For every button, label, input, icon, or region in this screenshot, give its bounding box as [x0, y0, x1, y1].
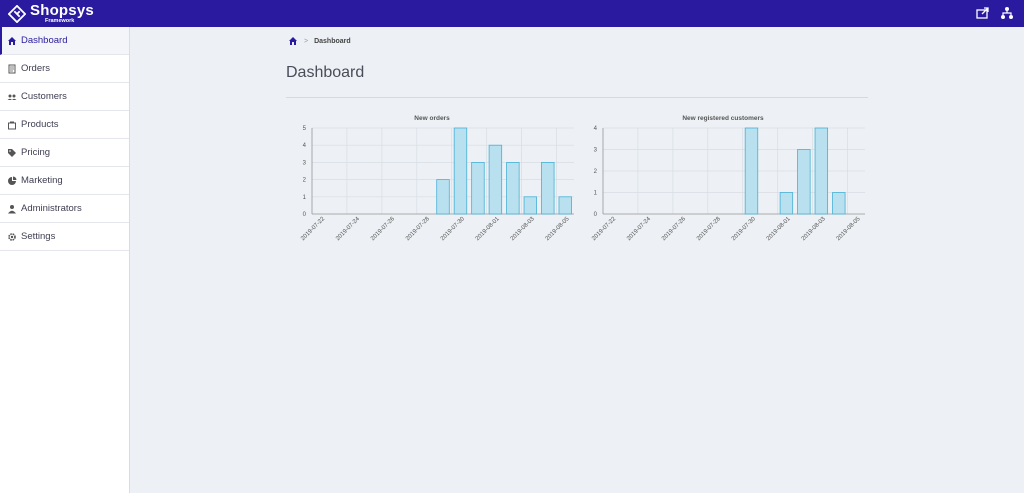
main-content: > Dashboard Dashboard New orders 0 1 2 3 4 5 2… — [130, 27, 1024, 493]
y-tick-label: 2 — [594, 169, 598, 175]
x-tick-label: 2019-07-28 — [405, 216, 431, 242]
x-tick-label: 2019-07-28 — [696, 216, 722, 242]
tag-icon — [8, 148, 16, 157]
x-tick-label: 2019-08-01 — [766, 216, 792, 242]
new-customers-chart: New registered customers 0 1 2 3 4 2019-07-22… — [577, 115, 869, 265]
brand-subtitle: Framework — [45, 18, 75, 25]
x-tick-label: 2019-07-24 — [335, 216, 361, 242]
x-tick-label: 2019-07-30 — [731, 216, 757, 242]
sidebar-item-products[interactable]: Products — [0, 111, 129, 139]
breadcrumb-current: Dashboard — [314, 37, 351, 45]
x-tick-label: 2019-07-24 — [626, 216, 652, 242]
title-divider — [286, 97, 868, 98]
new-orders-plot: 0 1 2 3 4 5 2019-07-22 2019-07-24 2019-07-26 2019… — [300, 126, 574, 242]
x-tick-label: 2019-07-22 — [300, 216, 326, 242]
sidebar-item-label: Pricing — [21, 147, 51, 158]
sidebar-item-label: Administrators — [21, 203, 82, 214]
products-icon — [8, 121, 16, 129]
y-tick-label: 1 — [303, 195, 307, 201]
bar[interactable] — [832, 192, 846, 215]
breadcrumb-separator: > — [304, 37, 309, 45]
chart-title: New registered customers — [682, 115, 764, 122]
bar[interactable] — [506, 162, 520, 215]
bar[interactable] — [814, 127, 829, 215]
sidebar-item-label: Customers — [21, 91, 67, 102]
new-customers-plot: 0 1 2 3 4 2019-07-22 2019-07-24 2019-07-26 2019-… — [591, 126, 865, 242]
sidebar-item-label: Orders — [21, 63, 51, 74]
bar[interactable] — [779, 192, 794, 215]
y-tick-label: 5 — [303, 126, 307, 132]
breadcrumb: > Dashboard — [288, 36, 351, 46]
sidebar: Dashboard Orders Customers Products Pric… — [0, 27, 130, 493]
y-tick-label: 3 — [303, 160, 307, 166]
logo[interactable]: Shopsys Framework — [8, 2, 94, 26]
x-tick-label: 2019-07-26 — [370, 216, 396, 242]
sidebar-item-customers[interactable]: Customers — [0, 83, 129, 111]
bar[interactable] — [488, 144, 503, 215]
home-icon[interactable] — [288, 36, 298, 46]
x-tick-label: 2019-08-03 — [510, 216, 536, 242]
bar[interactable] — [523, 196, 538, 215]
x-tick-label: 2019-08-03 — [801, 216, 827, 242]
y-tick-label: 3 — [594, 148, 598, 154]
sidebar-item-label: Dashboard — [21, 35, 68, 46]
x-tick-label: 2019-07-30 — [440, 216, 466, 242]
home-icon — [8, 36, 16, 45]
sidebar-item-orders[interactable]: Orders — [0, 55, 129, 83]
chart-title: New orders — [414, 115, 450, 122]
sidebar-item-administrators[interactable]: Administrators — [0, 195, 129, 223]
x-tick-label: 2019-08-05 — [836, 216, 862, 242]
bar[interactable] — [744, 127, 759, 215]
page-title: Dashboard — [286, 64, 365, 81]
sidebar-item-pricing[interactable]: Pricing — [0, 139, 129, 167]
x-tick-label: 2019-07-26 — [661, 216, 687, 242]
bar[interactable] — [471, 162, 485, 215]
share-icon[interactable] — [976, 6, 990, 20]
pie-icon — [8, 176, 17, 185]
brand-name: Shopsys — [30, 2, 94, 20]
y-tick-label: 2 — [303, 178, 307, 184]
shopsys-logo-icon — [8, 5, 26, 23]
bar[interactable] — [436, 179, 450, 215]
y-tick-label: 1 — [594, 191, 598, 197]
sitemap-icon[interactable] — [1000, 6, 1014, 20]
admin-icon — [8, 204, 16, 213]
sidebar-item-dashboard[interactable]: Dashboard — [0, 27, 129, 55]
bar[interactable] — [541, 162, 555, 215]
x-tick-label: 2019-08-01 — [475, 216, 501, 242]
bar[interactable] — [558, 196, 572, 215]
sidebar-item-marketing[interactable]: Marketing — [0, 167, 129, 195]
x-tick-label: 2019-08-05 — [545, 216, 571, 242]
y-tick-label: 4 — [594, 126, 598, 132]
sidebar-item-label: Settings — [21, 231, 56, 242]
sidebar-item-label: Products — [21, 119, 59, 130]
bar[interactable] — [797, 149, 811, 215]
y-tick-label: 0 — [594, 212, 598, 218]
sidebar-item-settings[interactable]: Settings — [0, 223, 129, 251]
sidebar-item-label: Marketing — [21, 175, 63, 186]
orders-icon — [8, 64, 16, 73]
customers-icon — [7, 94, 17, 100]
bar[interactable] — [453, 127, 468, 215]
gear-icon — [8, 232, 16, 241]
new-orders-chart: New orders 0 1 2 3 4 5 2019-07-22 2019-07-24 201… — [286, 115, 578, 265]
top-bar: Shopsys Framework — [0, 0, 1024, 27]
y-tick-label: 4 — [303, 143, 307, 149]
y-tick-label: 0 — [303, 212, 307, 218]
x-tick-label: 2019-07-22 — [591, 216, 617, 242]
